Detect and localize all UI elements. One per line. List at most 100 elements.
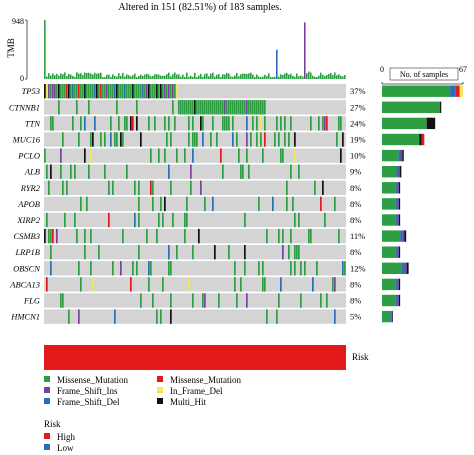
mutation-cell bbox=[264, 132, 266, 147]
tmb-bar bbox=[278, 76, 280, 79]
mutation-cell bbox=[290, 261, 292, 276]
mutation-cell bbox=[168, 84, 170, 99]
mutation-cell bbox=[334, 309, 336, 324]
gene-label-pclo: PCLO bbox=[17, 151, 40, 161]
samples-bar-segment bbox=[398, 246, 401, 258]
samples-bar-segment bbox=[399, 166, 402, 178]
mutation-cell bbox=[272, 196, 274, 212]
mutation-cell bbox=[198, 228, 200, 244]
mutation-cell bbox=[244, 100, 246, 115]
mutation-cell bbox=[122, 228, 124, 244]
mutation-cell bbox=[78, 132, 80, 147]
mutation-cell bbox=[80, 277, 82, 292]
mutation-cell bbox=[200, 180, 202, 195]
risk-legend-title: Risk bbox=[44, 419, 61, 429]
mutation-cell bbox=[94, 116, 96, 131]
mutation-cell bbox=[46, 164, 48, 179]
mutation-cell bbox=[68, 309, 70, 324]
samples-bar-segment bbox=[398, 294, 401, 307]
mutation-cell bbox=[282, 245, 284, 260]
mutation-cell bbox=[158, 212, 160, 228]
tmb-bar bbox=[104, 77, 106, 79]
tmb-bar bbox=[118, 73, 120, 79]
tmb-bar bbox=[116, 76, 118, 79]
risk-legend-swatch-low bbox=[44, 444, 50, 450]
mutation-cell bbox=[182, 100, 184, 115]
mutation-cell bbox=[156, 309, 158, 324]
mutation-cell bbox=[64, 84, 66, 99]
mutation-cell bbox=[336, 132, 338, 147]
mutation-cell bbox=[184, 212, 186, 228]
mutation-cell bbox=[240, 277, 242, 292]
mutation-cell bbox=[234, 277, 236, 292]
mutation-cell bbox=[88, 100, 90, 115]
percent-label-tp53: 37% bbox=[350, 86, 366, 96]
mutation-cell bbox=[74, 212, 76, 228]
samples-bar-segment bbox=[398, 198, 401, 210]
tmb-bar bbox=[140, 74, 142, 79]
matrix-row-bg bbox=[44, 245, 346, 260]
tmb-bar bbox=[284, 73, 286, 79]
mutation-cell bbox=[338, 116, 340, 131]
mutation-cell bbox=[74, 84, 76, 99]
tmb-bar bbox=[246, 73, 248, 79]
samples-bar-segment bbox=[382, 246, 396, 258]
tmb-bar bbox=[324, 76, 326, 79]
mutation-cell bbox=[164, 116, 166, 131]
mutation-cell bbox=[84, 228, 86, 244]
legend-swatch-missense-red bbox=[157, 376, 163, 382]
mutation-cell bbox=[44, 228, 46, 244]
mutation-cell bbox=[114, 132, 116, 147]
mutation-cell bbox=[188, 116, 190, 131]
tmb-bar bbox=[344, 75, 346, 79]
tmb-bar bbox=[70, 74, 72, 79]
samples-bar-segment bbox=[400, 230, 403, 242]
mutation-cell bbox=[168, 245, 170, 260]
mutation-cell bbox=[264, 100, 266, 115]
tmb-bar bbox=[266, 76, 268, 79]
tmb-bar bbox=[276, 49, 278, 79]
mutation-cell bbox=[294, 261, 296, 276]
mutation-cell bbox=[72, 116, 74, 131]
samples-bar-segment bbox=[459, 85, 463, 97]
tmb-bar bbox=[130, 76, 132, 79]
mutation-legend: Missense_Mutation Missense_Mutation Fram… bbox=[44, 375, 241, 407]
mutation-cell bbox=[332, 277, 334, 292]
mutation-cell bbox=[262, 261, 264, 276]
legend-label-in-frame-del: In_Frame_Del bbox=[170, 386, 223, 396]
samples-bar-segment bbox=[402, 230, 405, 242]
tmb-bar bbox=[214, 76, 216, 79]
percent-label-lrp1b: 8% bbox=[350, 247, 361, 257]
mutation-cell bbox=[246, 148, 248, 163]
mutation-cell bbox=[130, 116, 132, 131]
tmb-bar bbox=[262, 76, 264, 79]
mutation-cell bbox=[342, 261, 344, 276]
tmb-bar bbox=[50, 75, 52, 79]
tmb-bar bbox=[46, 76, 48, 79]
mutation-cell bbox=[50, 116, 52, 131]
mutation-cell bbox=[180, 100, 182, 115]
matrix-row-bg bbox=[44, 277, 346, 292]
mutation-cell bbox=[192, 132, 194, 147]
tmb-bar bbox=[166, 74, 168, 79]
mutation-cell bbox=[138, 196, 140, 212]
mutation-cell bbox=[278, 228, 280, 244]
mutation-cell bbox=[164, 196, 166, 212]
tmb-bar bbox=[200, 73, 202, 79]
tmb-tick-max: 948 bbox=[12, 17, 24, 26]
tmb-bar bbox=[192, 76, 194, 79]
tmb-bar bbox=[68, 74, 70, 79]
tmb-bar bbox=[312, 75, 314, 79]
mutation-cell bbox=[172, 100, 174, 115]
mutation-cell bbox=[218, 293, 220, 308]
mutation-cell bbox=[324, 116, 326, 131]
mutation-cell bbox=[242, 164, 244, 179]
mutation-cell bbox=[196, 132, 198, 147]
matrix-row-bg bbox=[44, 261, 346, 276]
mutation-cell bbox=[166, 132, 168, 147]
mutation-cell bbox=[134, 212, 136, 228]
tmb-bar bbox=[98, 73, 100, 79]
matrix-row-bg bbox=[44, 196, 346, 212]
tmb-bar bbox=[228, 73, 230, 79]
tmb-bar bbox=[126, 74, 128, 79]
